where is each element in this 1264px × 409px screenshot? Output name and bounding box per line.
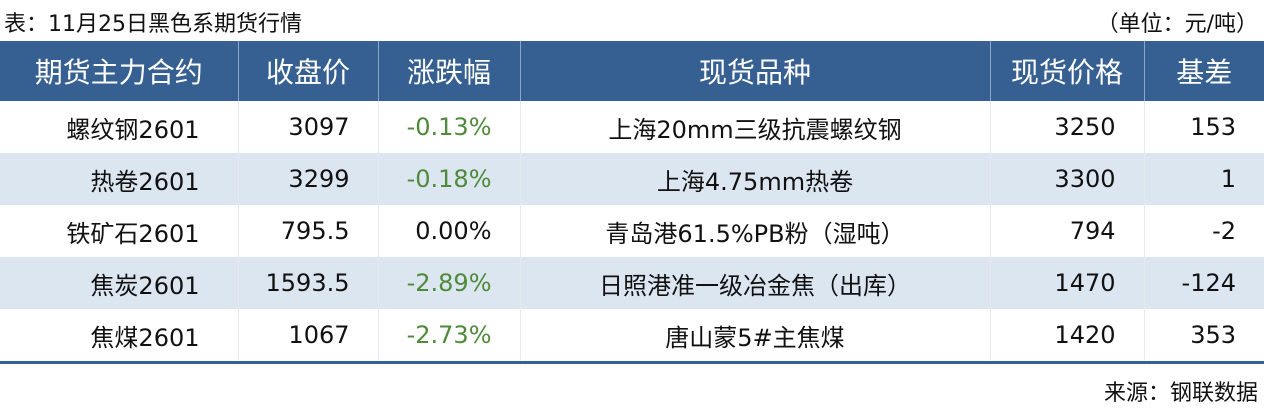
cell-close: 1593.5 <box>237 257 378 309</box>
header-row: 期货主力合约 收盘价 涨跌幅 现货品种 现货价格 基差 <box>0 41 1264 101</box>
cell-spot: 唐山蒙5#主焦煤 <box>519 309 990 363</box>
cell-contract: 铁矿石2601 <box>66 219 200 248</box>
header-contract: 期货主力合约 <box>0 41 238 101</box>
cell-basis: 153 <box>1143 101 1264 153</box>
cell-close: 3299 <box>237 153 378 205</box>
unit-label: （单位：元/吨） <box>1096 12 1258 37</box>
table-row: 焦煤2601 1067 -2.73% 唐山蒙5#主焦煤 1420 353 <box>0 309 1264 363</box>
header-close: 收盘价 <box>237 41 378 101</box>
header-change: 涨跌幅 <box>377 41 520 101</box>
cell-close: 1067 <box>237 309 378 363</box>
header-basis: 基差 <box>1143 41 1264 101</box>
cell-basis: 1 <box>1143 153 1264 205</box>
table-row: 焦炭2601 1593.5 -2.89% 日照港准一级冶金焦（出库） 1470 -124 <box>0 257 1264 309</box>
cell-spot-price: 3300 <box>989 153 1144 205</box>
cell-basis: -124 <box>1143 257 1264 309</box>
cell-change: -2.89% <box>377 257 520 309</box>
header-spot-price: 现货价格 <box>989 41 1144 101</box>
cell-spot-price: 1470 <box>989 257 1144 309</box>
cell-close: 795.5 <box>237 205 378 257</box>
cell-spot-price: 1420 <box>989 309 1144 363</box>
cell-contract: 螺纹钢2601 <box>66 115 200 144</box>
cell-contract: 焦煤2601 <box>90 323 200 352</box>
futures-table: 期货主力合约 收盘价 涨跌幅 现货品种 现货价格 基差 螺纹钢2601 3097-… <box>0 41 1264 364</box>
header-spot: 现货品种 <box>519 41 990 101</box>
table-row: 铁矿石2601 795.5 0.00% 青岛港61.5%PB粉（湿吨） 794 -2 <box>0 205 1264 257</box>
cell-contract: 焦炭2601 <box>0 257 238 309</box>
cell-close: 3097 <box>237 101 378 153</box>
table-title: 表：11月25日黑色系期货行情 <box>4 12 302 37</box>
cell-change: -0.13% <box>377 101 520 153</box>
source-label: 来源：钢联数据 <box>1103 381 1258 406</box>
cell-change: 0.00% <box>377 205 520 257</box>
table-row: 螺纹钢2601 3097 -0.13% 上海20mm三级抗震螺纹钢 3250 153 <box>0 101 1264 153</box>
table-row: 热卷2601 3299 -0.18% 上海4.75mm热卷 3300 1 <box>0 153 1264 205</box>
cell-spot-price: 794 <box>989 205 1144 257</box>
cell-change: -0.18% <box>377 153 520 205</box>
cell-spot-price: 3250 <box>989 101 1144 153</box>
cell-spot: 日照港准一级冶金焦（出库） <box>519 257 990 309</box>
cell-spot: 青岛港61.5%PB粉（湿吨） <box>519 205 990 257</box>
cell-basis: 353 <box>1143 309 1264 363</box>
cell-change: -2.73% <box>377 309 520 363</box>
cell-spot: 上海4.75mm热卷 <box>519 153 990 205</box>
cell-spot: 上海20mm三级抗震螺纹钢 <box>519 101 990 153</box>
cell-contract: 热卷2601 <box>0 153 238 205</box>
cell-basis: -2 <box>1143 205 1264 257</box>
